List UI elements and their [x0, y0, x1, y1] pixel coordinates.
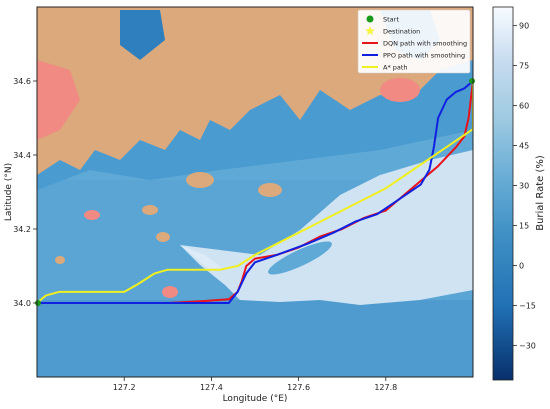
colorbar: 90 75 60 45 30 15 0 −15 −30 Burial Rate (%) — [492, 6, 546, 381]
path-layer — [37, 80, 473, 304]
island — [142, 205, 158, 215]
colorbar-ticks: 90 75 60 45 30 15 0 −15 −30 — [513, 22, 536, 350]
x-tick-label: 127.8 — [374, 383, 397, 392]
ocean-deep-band — [37, 300, 473, 377]
mainland-salmon-edge — [37, 60, 80, 140]
burial-rate-plume — [180, 150, 473, 305]
island — [162, 286, 178, 298]
island — [323, 60, 367, 90]
x-tick-label: 127.4 — [200, 383, 223, 392]
island — [258, 183, 282, 197]
island — [380, 78, 420, 102]
destination-marker — [469, 78, 475, 84]
y-tick-label: 34.0 — [13, 299, 31, 308]
legend-label-a-path: A* path — [383, 64, 408, 72]
colorbar-tick-label: −15 — [519, 301, 536, 310]
plot-frame — [36, 6, 474, 378]
colorbar-tick-label: 45 — [519, 142, 529, 151]
x-axis-ticks: 127.2 127.4 127.6 127.8 — [113, 377, 397, 392]
y-tick-label: 34.6 — [13, 77, 31, 86]
plume-inner-island — [268, 241, 332, 275]
legend: Start Destination DQN path with smoothing P… — [357, 9, 471, 74]
colorbar-tick-label: 60 — [519, 102, 529, 111]
island — [272, 42, 328, 78]
x-tick-label: 127.6 — [287, 383, 310, 392]
legend-label-ppo-path-with-smoothing: PPO path with smoothing — [383, 52, 465, 60]
colorbar-tick-label: 15 — [519, 221, 529, 230]
legend-label-dqn-path-with-smoothing: DQN path with smoothing — [383, 40, 467, 48]
y-tick-label: 34.2 — [13, 225, 31, 234]
plume-edge-lobe — [180, 245, 225, 270]
legend-star-icon — [365, 26, 375, 35]
legend-box — [357, 9, 471, 74]
island — [84, 210, 100, 220]
island — [55, 256, 65, 264]
colorbar-tick-label: 75 — [519, 62, 529, 71]
island — [186, 172, 214, 188]
colorbar-tick-label: 0 — [519, 261, 524, 270]
x-tick-label: 127.2 — [113, 383, 136, 392]
x-axis-label: Longitude (°E) — [223, 394, 288, 404]
series-line-a-path — [37, 81, 473, 304]
mainland-blue-inlet-1 — [120, 10, 165, 60]
series-line-ppo-path-with-smoothing — [37, 80, 473, 304]
y-axis-label: Latitude (°N) — [4, 163, 14, 221]
colorbar-tick-label: 30 — [519, 182, 529, 191]
colorbar-tick-label: −30 — [519, 341, 536, 350]
legend-entries: Start Destination DQN path with smoothing P… — [362, 15, 467, 72]
colorbar-label: Burial Rate (%) — [535, 155, 546, 231]
y-axis-ticks: 34.0 34.2 34.4 34.6 — [13, 77, 37, 308]
legend-label-start: Start — [383, 16, 399, 24]
island — [156, 232, 170, 242]
legend-start-icon — [366, 15, 374, 23]
y-tick-label: 34.4 — [13, 151, 31, 160]
colorbar-tick-label: 90 — [519, 22, 529, 31]
legend-label-destination: Destination — [383, 28, 420, 36]
colorbar-bar — [492, 6, 514, 381]
